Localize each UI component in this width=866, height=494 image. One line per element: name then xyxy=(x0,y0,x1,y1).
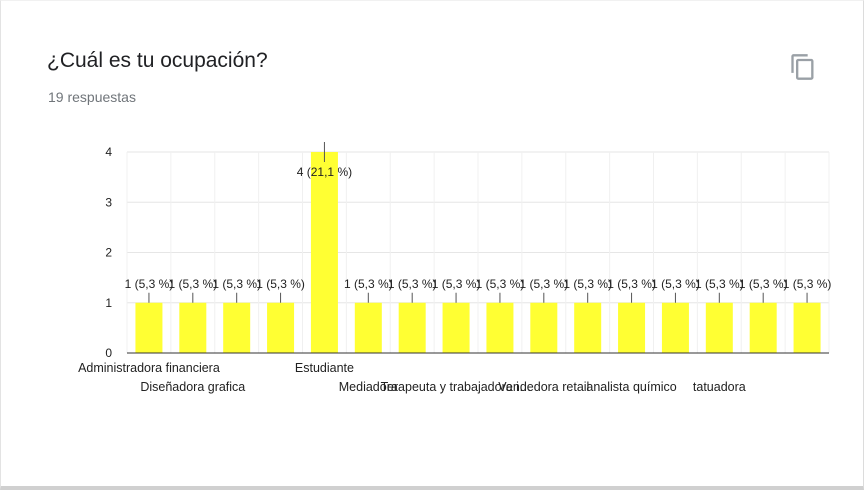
data-label: 1 (5,3 %) xyxy=(168,277,217,291)
category-labels: Administradora financiera Diseñadora graf… xyxy=(78,361,746,394)
category-label: Estudiante xyxy=(295,361,354,375)
data-label: 1 (5,3 %) xyxy=(212,277,261,291)
bar[interactable] xyxy=(398,302,426,353)
bar[interactable] xyxy=(310,152,338,353)
response-count: 19 respuestas xyxy=(48,89,136,105)
bar[interactable] xyxy=(661,302,689,353)
bar[interactable] xyxy=(223,302,251,353)
data-label: 1 (5,3 %) xyxy=(344,277,393,291)
data-label: 4 (21,1 %) xyxy=(297,165,352,179)
data-label: 1 (5,3 %) xyxy=(388,277,437,291)
data-label: 1 (5,3 %) xyxy=(695,277,744,291)
bar[interactable] xyxy=(354,302,382,353)
data-label: 1 (5,3 %) xyxy=(651,277,700,291)
data-label: 1 (5,3 %) xyxy=(783,277,832,291)
data-label: 1 (5,3 %) xyxy=(432,277,481,291)
bar[interactable] xyxy=(267,302,295,353)
data-labels: 1 (5,3 %)1 (5,3 %)1 (5,3 %)1 (5,3 %)4 (2… xyxy=(125,142,832,303)
category-label: Terapeuta y trabajadora i… xyxy=(381,380,532,394)
chart-gridlines xyxy=(126,151,830,353)
category-label: analista químico xyxy=(586,380,676,394)
bar[interactable] xyxy=(574,302,602,353)
category-label: Administradora financiera xyxy=(78,361,220,375)
y-tick-label: 3 xyxy=(105,195,112,209)
bar[interactable] xyxy=(530,302,558,353)
data-label: 1 (5,3 %) xyxy=(125,277,174,291)
bar[interactable] xyxy=(749,302,777,353)
bar[interactable] xyxy=(442,302,470,353)
data-label: 1 (5,3 %) xyxy=(607,277,656,291)
category-label: Vendedora retail xyxy=(498,380,589,394)
y-axis-ticks: 0 1 2 3 4 xyxy=(105,145,112,360)
copy-icon xyxy=(791,54,814,80)
data-label: 1 (5,3 %) xyxy=(739,277,788,291)
data-label: 1 (5,3 %) xyxy=(519,277,568,291)
data-label: 1 (5,3 %) xyxy=(476,277,525,291)
bar[interactable] xyxy=(179,302,207,353)
bar[interactable] xyxy=(135,302,163,353)
bar[interactable] xyxy=(793,302,821,353)
y-tick-label: 4 xyxy=(105,145,112,159)
data-label: 1 (5,3 %) xyxy=(256,277,305,291)
data-label: 1 (5,3 %) xyxy=(563,277,612,291)
category-label: tatuadora xyxy=(693,380,746,394)
copy-chart-button[interactable] xyxy=(789,53,817,81)
category-label: Mediadora xyxy=(339,380,398,394)
bar[interactable] xyxy=(705,302,733,353)
question-title: ¿Cuál es tu ocupación? xyxy=(47,49,268,72)
bar[interactable] xyxy=(486,302,514,353)
y-tick-label: 2 xyxy=(105,246,112,260)
y-tick-label: 1 xyxy=(105,296,112,310)
y-tick-label: 0 xyxy=(105,346,112,360)
category-label: Diseñadora grafica xyxy=(140,380,245,394)
chart-bars xyxy=(135,152,821,353)
bar[interactable] xyxy=(618,302,646,353)
